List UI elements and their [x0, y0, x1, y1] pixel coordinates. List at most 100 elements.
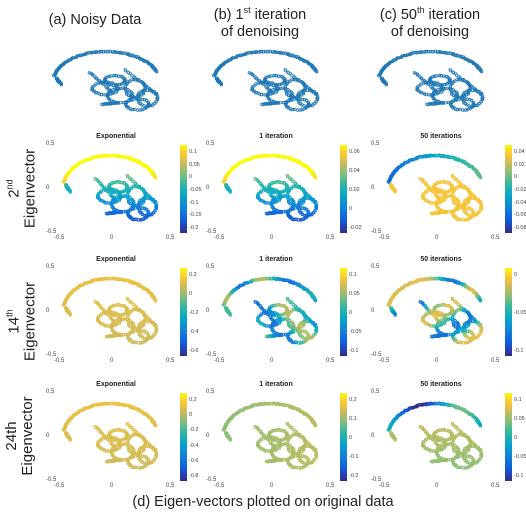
data-point: [269, 74, 273, 78]
y-tick-label: -0.5: [46, 352, 57, 358]
data-point: [315, 98, 320, 102]
scatter-plot-r1c2: [221, 153, 319, 222]
data-point: [153, 176, 158, 180]
data-point: [449, 91, 454, 95]
panel-title: 1 iteration: [259, 133, 293, 140]
data-point: [118, 82, 122, 87]
data-point: [104, 153, 109, 158]
data-point: [464, 108, 468, 112]
data-point: [262, 82, 266, 86]
data-point: [427, 82, 431, 86]
data-point: [461, 325, 466, 329]
data-point: [461, 308, 466, 313]
data-point: [471, 193, 475, 198]
data-point: [279, 332, 283, 337]
data-point: [288, 325, 293, 329]
panel-title: 50 iterations: [420, 133, 462, 140]
data-point: [111, 90, 115, 94]
y-tick-label: 0: [371, 185, 375, 191]
x-tick-label: 0.5: [326, 235, 335, 241]
scatter-plot-r1c1: [61, 153, 159, 222]
row-label-14th-eigenvector: 14th Eigenvector: [2, 272, 39, 372]
column-title-noisy: (a) Noisy Data: [20, 12, 170, 29]
data-point: [480, 96, 484, 100]
x-tick-label: 0: [270, 358, 274, 364]
data-point: [479, 92, 484, 96]
colorbar-tick-label: -0.6: [189, 348, 199, 354]
colorbar-tick-label: 0.02: [514, 161, 525, 168]
data-point: [296, 185, 301, 190]
row-label-24th-eigenvector: 24th Eigenvector: [3, 386, 36, 486]
data-point: [300, 329, 304, 333]
data-point: [266, 276, 270, 281]
data-point: [260, 49, 264, 54]
data-point: [122, 79, 126, 83]
data-point: [126, 93, 131, 98]
data-point: [479, 328, 483, 332]
data-point: [436, 90, 440, 94]
data-point: [284, 91, 289, 95]
data-point: [128, 215, 132, 220]
data-point: [474, 197, 479, 201]
data-point: [279, 86, 283, 91]
data-point: [299, 90, 303, 94]
data-point: [136, 325, 141, 329]
data-point: [264, 153, 269, 158]
colorbar-tick-label: 0.1: [349, 272, 357, 278]
data-point: [266, 102, 270, 106]
row2-num: 14: [5, 316, 23, 334]
data-point: [300, 97, 304, 102]
data-point: [439, 198, 444, 202]
data-point: [258, 49, 262, 54]
data-point: [478, 200, 483, 204]
colorbar-tick-label: -0.1: [514, 348, 524, 354]
data-point: [306, 212, 310, 216]
data-point: [114, 198, 119, 202]
row3-num: 24th: [3, 421, 20, 451]
colorbar-tick-label: 0.02: [349, 187, 360, 193]
data-point: [292, 74, 296, 78]
data-point: [126, 93, 130, 97]
data-point: [461, 185, 466, 190]
row2-word: Eigenvector: [21, 281, 39, 362]
data-point: [478, 299, 483, 303]
colorbar-tick-label: 0: [189, 291, 193, 297]
data-point: [274, 321, 279, 325]
data-point: [462, 96, 466, 101]
data-point: [291, 107, 295, 112]
row1-sup: nd: [4, 179, 15, 190]
colorbar: [340, 268, 347, 356]
data-point: [429, 276, 434, 281]
data-point: [128, 71, 132, 76]
data-point: [296, 93, 300, 98]
data-point: [113, 321, 117, 325]
data-point: [126, 320, 130, 325]
x-tick-label: 0.5: [166, 358, 175, 364]
data-point: [296, 325, 301, 329]
data-point: [441, 318, 445, 322]
data-point: [451, 197, 455, 202]
data-point: [296, 308, 301, 313]
data-point: [471, 103, 475, 107]
data-point: [443, 82, 447, 87]
data-point: [126, 308, 130, 313]
data-point: [451, 71, 456, 75]
data-point: [146, 212, 150, 216]
data-point: [447, 155, 452, 160]
data-point: [128, 202, 133, 206]
data-point: [393, 190, 397, 194]
data-point: [126, 197, 130, 202]
data-point: [223, 60, 227, 65]
data-point: [288, 215, 292, 220]
data-point: [132, 74, 136, 78]
data-point: [472, 103, 476, 108]
data-point: [286, 106, 290, 110]
colorbar-tick-label: 0: [349, 310, 353, 316]
data-point: [284, 79, 288, 83]
data-point: [136, 93, 140, 98]
row1-word: Eigenvector: [21, 148, 39, 229]
data-point: [479, 205, 484, 210]
data-point: [292, 75, 296, 80]
data-point: [114, 321, 119, 325]
data-point: [147, 103, 151, 108]
